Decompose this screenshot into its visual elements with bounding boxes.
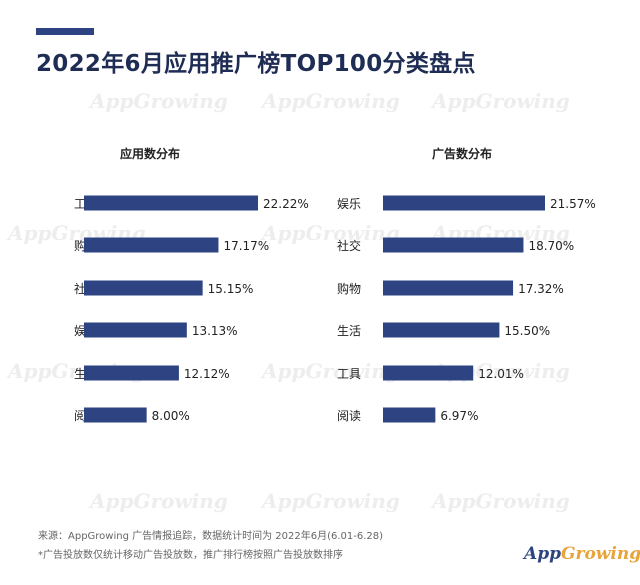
watermark-text: AppGrowing: [430, 489, 570, 513]
bar: [84, 280, 203, 296]
category-label: 生活: [337, 324, 361, 338]
category-label: 社交: [337, 238, 361, 253]
bar: [383, 407, 436, 423]
data-label: 22.22%: [263, 197, 309, 211]
data-label: 12.12%: [184, 367, 230, 381]
watermark-text: AppGrowing: [88, 489, 228, 513]
bar: [383, 365, 474, 381]
data-label: 6.97%: [440, 409, 478, 423]
chart-title: 应用数分布: [120, 146, 180, 161]
data-label: 18.70%: [528, 239, 574, 253]
category-label: 购物: [337, 281, 361, 296]
data-label: 8.00%: [152, 409, 190, 423]
bar: [84, 365, 179, 381]
bar: [383, 237, 524, 253]
logo-growing: Growing: [560, 544, 640, 564]
watermark-text: AppGrowing: [88, 89, 228, 113]
data-label: 13.13%: [192, 324, 238, 338]
bar: [383, 322, 500, 338]
watermark-text: AppGrowing: [260, 359, 400, 383]
data-label: 12.01%: [478, 367, 524, 381]
data-label: 17.17%: [223, 239, 269, 253]
watermark-text: AppGrowing: [430, 89, 570, 113]
bar: [383, 195, 545, 211]
watermark-text: AppGrowing: [260, 89, 400, 113]
data-label: 15.50%: [504, 324, 550, 338]
category-label: 工具: [337, 367, 361, 381]
category-label: 娱乐: [337, 197, 361, 211]
data-label: 21.57%: [550, 197, 596, 211]
brand-logo: AppGrowing: [524, 544, 640, 564]
watermark-text: AppGrowing: [260, 489, 400, 513]
data-label: 15.15%: [208, 282, 254, 296]
bar: [84, 237, 219, 253]
logo-app: App: [524, 544, 561, 564]
page-title: 2022年6月应用推广榜TOP100分类盘点: [36, 51, 476, 77]
bar: [84, 322, 187, 338]
watermark-text: AppGrowing: [260, 221, 400, 245]
title-accent-bar: [36, 28, 94, 35]
bar: [383, 280, 514, 296]
bar: [84, 195, 258, 211]
chart-title: 广告数分布: [432, 146, 492, 161]
data-label: 17.32%: [518, 282, 564, 296]
bar: [84, 407, 147, 423]
source-note: 来源：AppGrowing 广告情报追踪，数据统计时间为 2022年6月(6.0…: [38, 531, 384, 542]
footnote: *广告投放数仅统计移动广告投放数，推广排行榜按照广告投放数排序: [38, 550, 343, 561]
category-label: 阅读: [337, 409, 361, 423]
